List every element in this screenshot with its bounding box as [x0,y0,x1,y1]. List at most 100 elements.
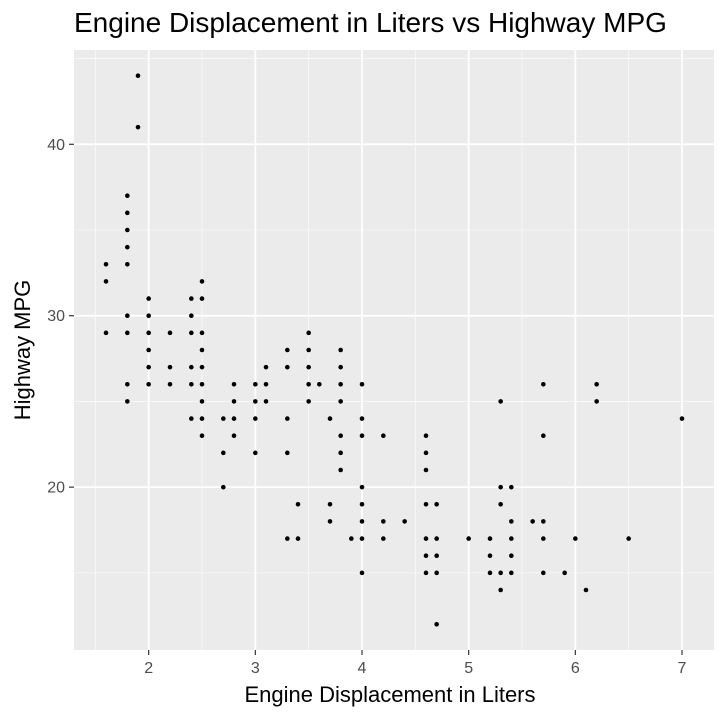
data-point [189,313,194,319]
data-point [541,381,546,387]
data-point [103,261,109,267]
data-point [125,227,130,233]
data-point [434,570,439,576]
data-point [509,553,514,559]
data-point [167,364,173,370]
data-point [338,364,343,370]
x-tick-label: 2 [144,660,153,677]
data-point [359,570,365,576]
data-point [498,399,503,404]
data-point [434,621,439,627]
data-point [338,433,343,439]
data-point [327,519,333,524]
data-point [594,399,599,404]
data-point [338,381,343,387]
data-point [146,330,151,336]
data-point [221,450,226,456]
data-point [381,433,386,439]
data-point [306,330,311,336]
data-point [125,193,130,199]
data-point [125,261,130,267]
data-point [594,381,599,387]
x-tick-label: 5 [464,660,473,677]
data-point [103,330,109,336]
data-point [423,553,429,559]
data-point [509,536,514,541]
data-point [498,484,503,490]
data-points [103,73,685,627]
data-point [423,467,429,473]
data-point [263,364,269,370]
data-point [509,484,514,490]
data-point [199,296,205,301]
data-point [199,399,205,404]
data-point [359,433,365,439]
data-point [498,587,503,593]
y-axis: 20 30 40 [47,137,74,497]
data-point [199,433,205,439]
data-point [125,313,130,319]
plot-panel [74,50,714,650]
data-point [423,450,429,456]
data-point [285,364,290,370]
data-point [146,364,151,370]
data-point [541,519,546,524]
data-point [146,347,151,353]
data-point [285,536,290,541]
data-point [189,296,194,301]
data-point [487,536,493,541]
data-point [498,570,503,576]
data-point [103,279,109,284]
data-point [125,210,130,216]
data-point [349,536,354,541]
x-axis-title: Engine Displacement in Liters [244,682,535,707]
data-point [466,536,471,541]
data-point [381,519,386,524]
x-tick-label: 3 [251,660,260,677]
data-point [306,381,311,387]
data-point [530,519,535,524]
data-point [541,433,546,439]
data-point [199,364,205,370]
data-point [199,279,205,284]
data-point [423,501,429,507]
data-point [146,313,151,319]
data-point [498,501,503,507]
data-point [338,467,343,473]
data-point [541,570,546,576]
data-point [146,296,151,301]
data-point [263,381,269,387]
data-point [295,501,301,507]
data-point [423,536,429,541]
data-point [125,381,130,387]
data-point [423,570,429,576]
data-point [199,381,205,387]
data-point [338,450,343,456]
data-point [285,450,290,456]
x-tick-label: 4 [358,660,367,677]
data-point [317,381,322,387]
data-point [253,450,258,456]
data-point [189,416,194,421]
data-point [253,381,258,387]
data-point [359,381,365,387]
data-point [199,330,205,336]
data-point [285,347,290,353]
data-point [221,416,226,421]
x-tick-label: 6 [571,660,580,677]
data-point [402,519,407,524]
data-point [125,330,130,336]
data-point [541,536,546,541]
data-point [263,399,269,404]
data-point [125,399,130,404]
x-tick-label: 7 [678,660,687,677]
y-tick-label: 40 [47,137,65,154]
x-axis: 2 3 4 5 6 7 [144,650,687,677]
data-point [125,244,130,250]
data-point [359,484,365,490]
data-point [135,73,141,79]
data-point [434,536,439,541]
data-point [167,381,173,387]
data-point [199,347,205,353]
